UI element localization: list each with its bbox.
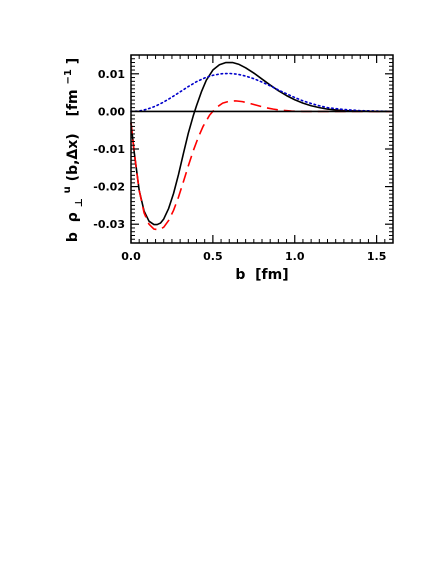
x-axis-label: b [fm] bbox=[235, 267, 288, 283]
tick-labels-group: 0.0 0.5 1.0 1.5 -0.03 -0.02 -0.01 0.00 0.01 bbox=[93, 68, 386, 263]
y-label-unit-close: ] bbox=[65, 58, 81, 64]
y-label-unit: [fm bbox=[65, 89, 81, 116]
y-label-args: (b,Δx) bbox=[65, 133, 81, 181]
y-tick-label: 0.01 bbox=[98, 68, 125, 81]
y-tick-label: -0.01 bbox=[93, 143, 125, 156]
x-tick-label: 1.5 bbox=[367, 250, 387, 263]
y-axis-label: b ρ ⊥ u (b,Δx) [fm −1 ] bbox=[58, 58, 86, 242]
x-tick-label: 0.0 bbox=[121, 250, 141, 263]
y-label-rho: ρ bbox=[65, 212, 81, 222]
x-tick-label: 0.5 bbox=[203, 250, 223, 263]
axis-ticks-group bbox=[130, 54, 394, 244]
series-solid-line bbox=[130, 61, 393, 226]
y-label-unit-exp: −1 bbox=[63, 69, 74, 84]
y-tick-label: -0.03 bbox=[93, 218, 125, 231]
y-label-b: b bbox=[65, 232, 81, 242]
y-label-sup: u bbox=[62, 186, 73, 193]
y-label-perp: ⊥ bbox=[74, 198, 85, 207]
x-tick-label: 1.0 bbox=[285, 250, 305, 263]
series-dashed-line bbox=[130, 100, 393, 231]
series-dotted-line bbox=[130, 72, 394, 113]
chart-series-group bbox=[130, 61, 394, 231]
plot-frame bbox=[130, 54, 394, 244]
y-tick-label: -0.02 bbox=[93, 181, 125, 194]
y-tick-label: 0.00 bbox=[98, 105, 125, 118]
